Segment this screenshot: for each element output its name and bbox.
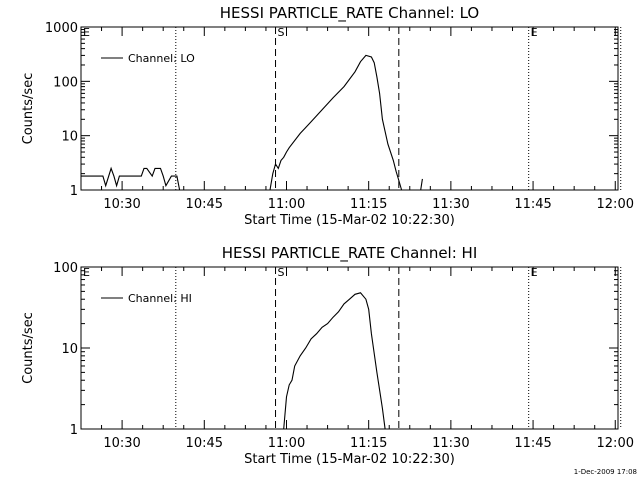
y-tick-label: 1 bbox=[70, 423, 78, 438]
corner-label-e: E bbox=[83, 266, 90, 279]
x-tick-label: 12:00 bbox=[597, 436, 634, 451]
plot-frame bbox=[80, 26, 619, 191]
x-tick-label: 10:30 bbox=[103, 197, 140, 212]
marker-label-e: E bbox=[531, 26, 538, 39]
legend-label: Channel: HI bbox=[128, 292, 192, 305]
y-tick-label: 1 bbox=[70, 184, 78, 199]
series-line bbox=[283, 292, 386, 430]
x-tick-label: 11:00 bbox=[268, 197, 305, 212]
series-line bbox=[81, 54, 423, 191]
chart-panel-lo: HESSI PARTICLE_RATE Channel: LO 1 10 100 100… bbox=[21, 4, 634, 228]
marker-label-s: S bbox=[278, 26, 285, 39]
x-tick-label: 11:30 bbox=[432, 436, 469, 451]
x-axis-label: Start Time (15-Mar-02 10:22:30) bbox=[244, 452, 455, 467]
x-tick-label: 11:00 bbox=[268, 436, 305, 451]
x-tick-label: 11:45 bbox=[514, 436, 551, 451]
y-axis-label: Counts/sec bbox=[21, 312, 36, 384]
x-tick-label: 12:00 bbox=[597, 197, 634, 212]
x-tick-label: 11:15 bbox=[350, 436, 387, 451]
x-tick-label: 11:30 bbox=[432, 197, 469, 212]
x-tick-label: 10:45 bbox=[186, 197, 223, 212]
corner-label-e: E bbox=[83, 26, 90, 39]
marker-label-s: S bbox=[278, 266, 285, 279]
chart-title: HESSI PARTICLE_RATE Channel: LO bbox=[220, 4, 479, 23]
legend-label: Channel: LO bbox=[128, 52, 195, 65]
chart-title: HESSI PARTICLE_RATE Channel: HI bbox=[222, 244, 478, 263]
x-tick-label: 10:45 bbox=[186, 436, 223, 451]
x-axis-label: Start Time (15-Mar-02 10:22:30) bbox=[244, 213, 455, 228]
y-tick-label: 100 bbox=[53, 75, 78, 90]
y-axis-label: Counts/sec bbox=[21, 73, 36, 145]
y-tick-label: 100 bbox=[53, 261, 78, 276]
x-tick-label: 11:15 bbox=[350, 197, 387, 212]
chart-panel-hi: HESSI PARTICLE_RATE Channel: HI 1 10 100 10:… bbox=[21, 244, 634, 467]
y-tick-label: 1000 bbox=[45, 21, 78, 36]
x-tick-label: 11:45 bbox=[514, 197, 551, 212]
y-tick-label: 10 bbox=[61, 130, 78, 145]
y-tick-label: 10 bbox=[61, 342, 78, 357]
x-tick-label: 10:30 bbox=[103, 436, 140, 451]
marker-label-e: E bbox=[531, 266, 538, 279]
footer-timestamp: 1-Dec-2009 17:08 bbox=[573, 468, 637, 476]
